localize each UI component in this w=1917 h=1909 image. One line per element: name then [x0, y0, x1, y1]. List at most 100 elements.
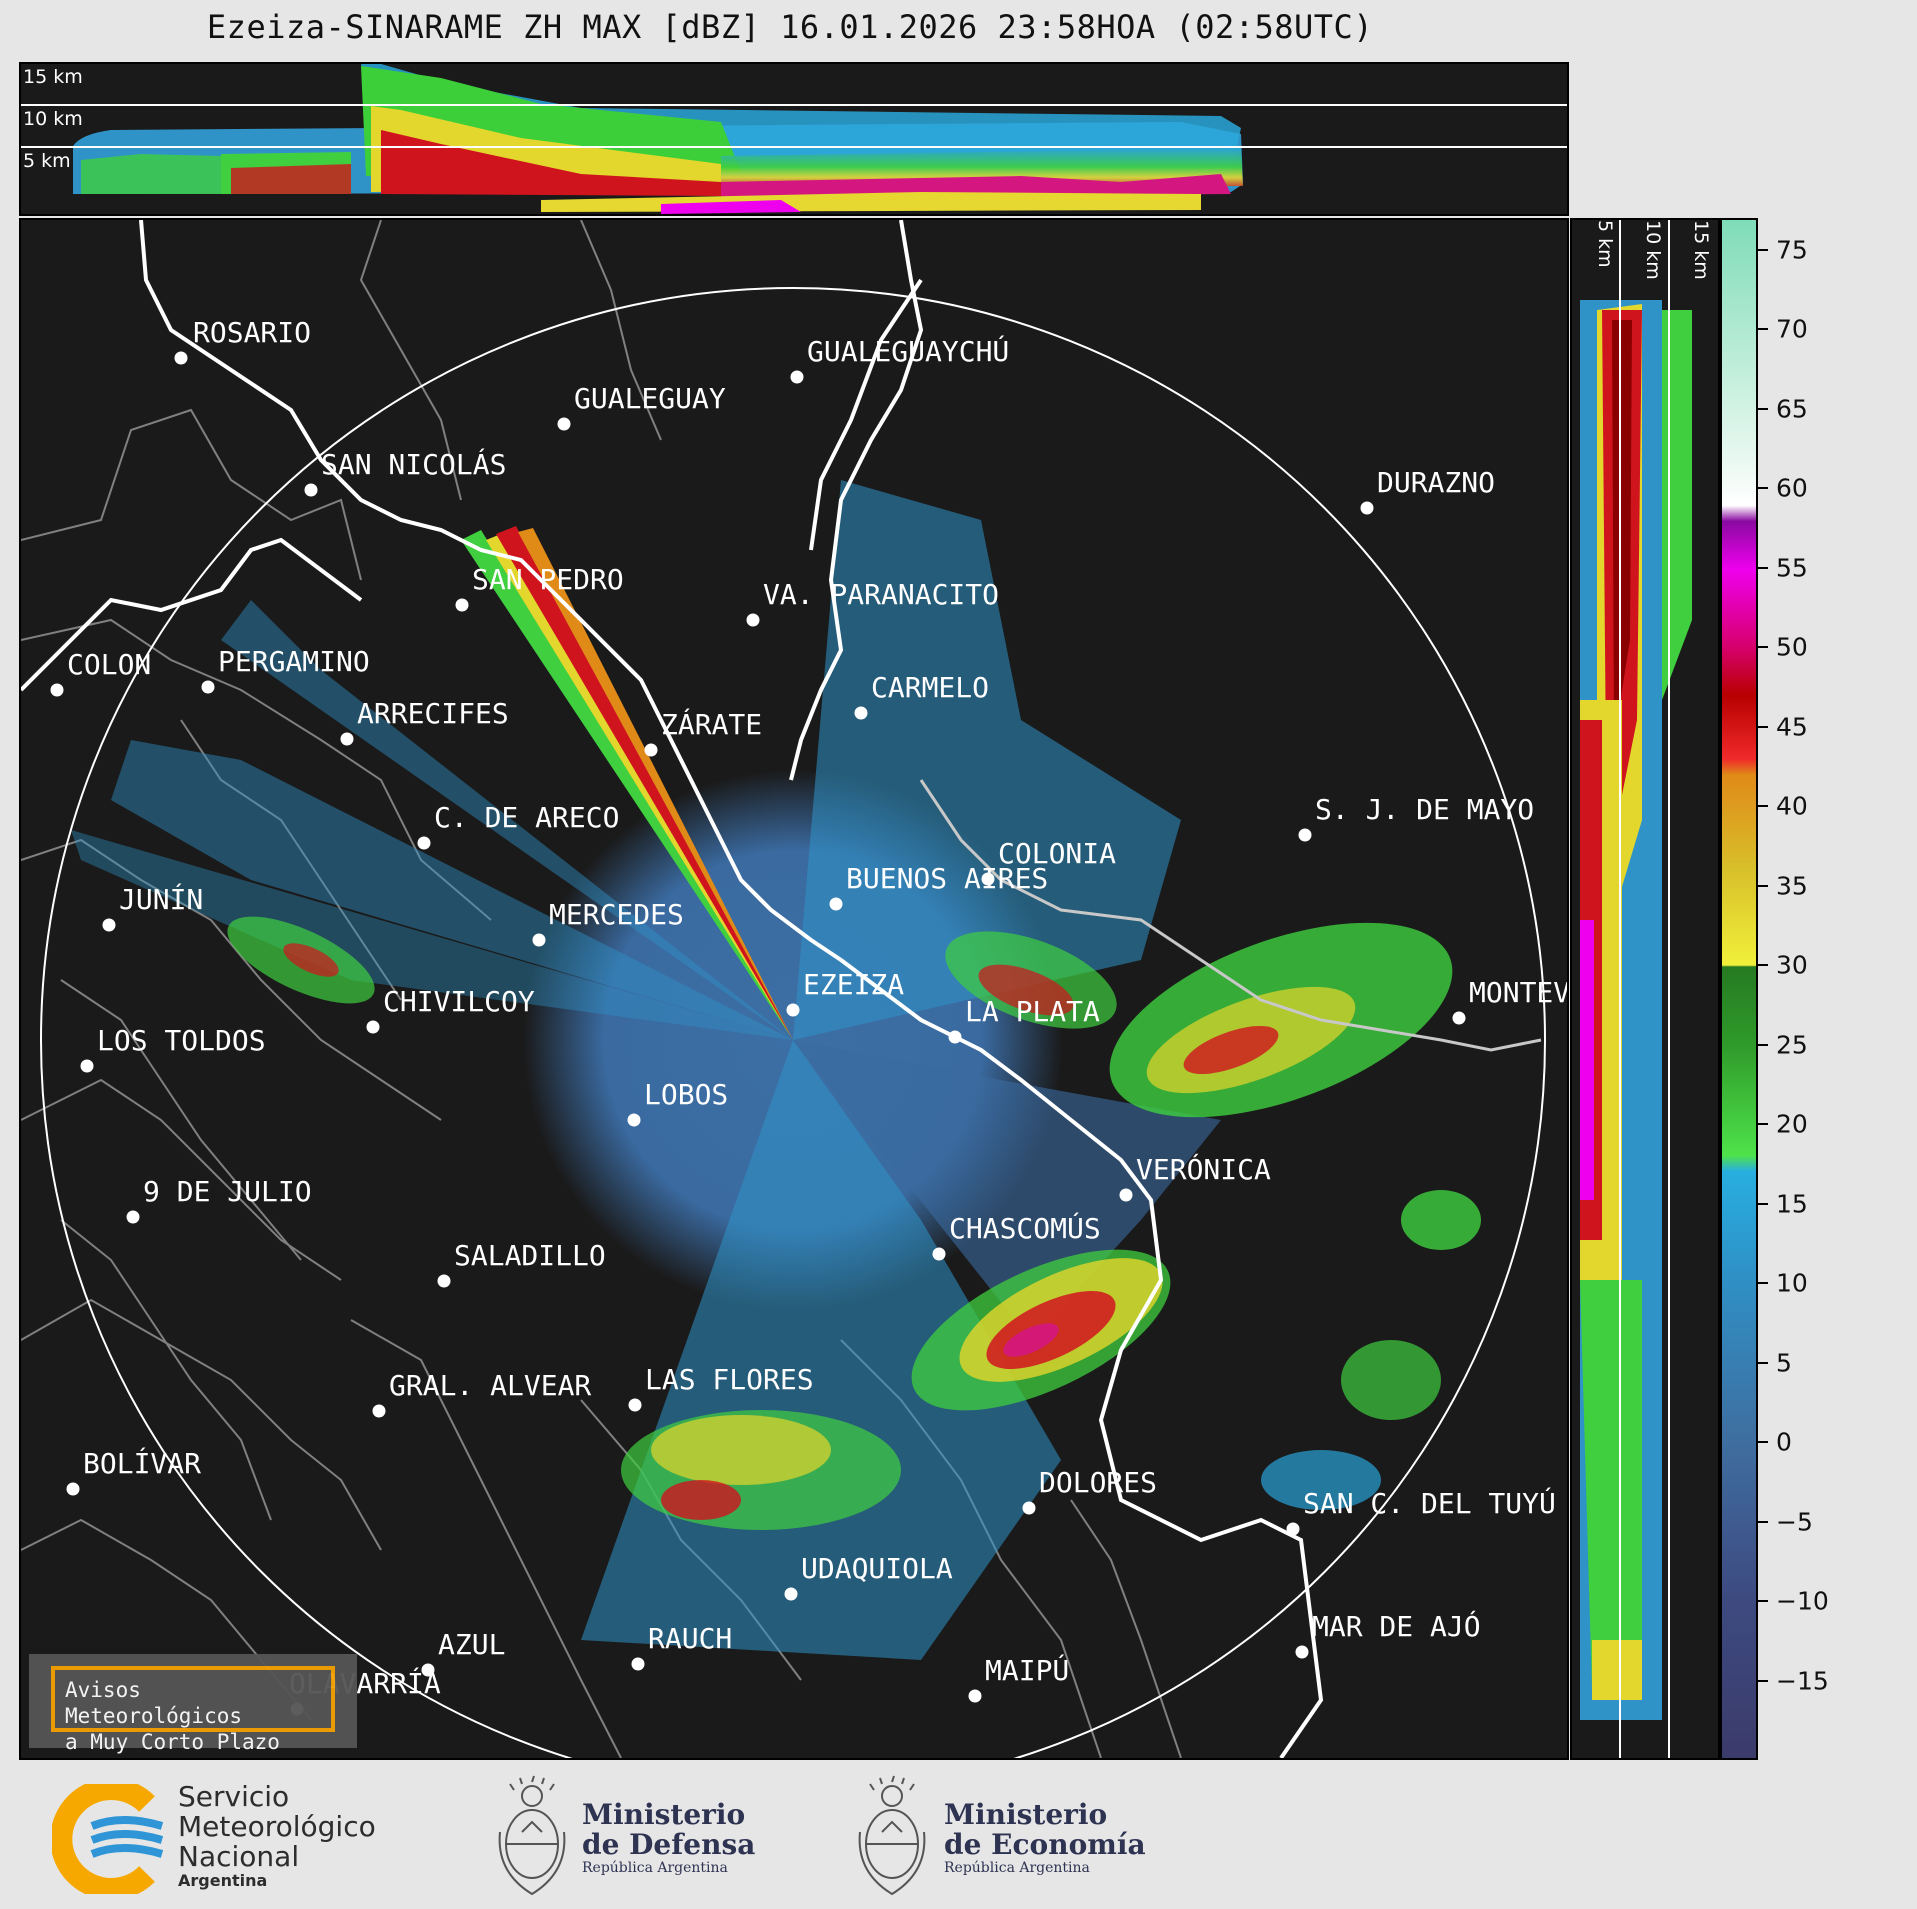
colorbar-tick-label: 35 — [1776, 871, 1808, 901]
colorbar-tick-label: −5 — [1776, 1507, 1813, 1537]
city-marker-c-de-areco — [417, 836, 431, 850]
city-marker-colon — [50, 683, 64, 697]
colorbar-tick-label: 20 — [1776, 1109, 1808, 1139]
colorbar-tick — [1758, 646, 1768, 649]
colorbar-tick — [1758, 805, 1768, 808]
city-marker-udaquiola — [784, 1587, 798, 1601]
colorbar-tick — [1758, 248, 1768, 251]
city-marker-rosario — [174, 351, 188, 365]
altitude-line-10km-vertical — [1668, 220, 1670, 1758]
altitude-line-5km-vertical — [1619, 220, 1621, 1758]
city-marker-azul — [421, 1663, 435, 1677]
city-marker-mercedes — [532, 933, 546, 947]
city-marker-san-c-del-tuyu — [1286, 1522, 1300, 1536]
colorbar-tick — [1758, 1441, 1768, 1444]
city-label-zarate: ZÁRATE — [661, 708, 763, 741]
colorbar-tick-label: −10 — [1776, 1586, 1829, 1616]
colorbar-tick — [1758, 1679, 1768, 1682]
city-marker-bolivar — [66, 1482, 80, 1496]
city-label-lobos: LOBOS — [644, 1078, 729, 1111]
altitude-label-10km: 10 km — [23, 108, 83, 130]
defensa-logo-text: Ministerio de Defensa República Argentin… — [582, 1798, 756, 1877]
colorbar-tick — [1758, 1202, 1768, 1205]
city-marker-sj-de-mayo — [1298, 828, 1312, 842]
city-marker-zarate — [644, 743, 658, 757]
colorbar-tick-label: 65 — [1776, 394, 1808, 424]
city-label-colon: COLON — [67, 648, 152, 681]
city-marker-gualeguay — [557, 417, 571, 431]
city-label-gualeguay: GUALEGUAY — [574, 382, 726, 415]
smn-logo-text: Servicio Meteorológico Nacional Argentin… — [178, 1780, 376, 1890]
city-label-udaquiola: UDAQUIOLA — [801, 1552, 953, 1585]
city-label-pergamino: PERGAMINO — [218, 645, 370, 678]
city-label-rosario: ROSARIO — [193, 316, 312, 349]
warning-notice-box[interactable]: Avisos Meteorológicos a Muy Corto Plazo — [51, 1666, 335, 1754]
city-marker-saladillo — [437, 1274, 451, 1288]
city-label-veronica: VERÓNICA — [1136, 1153, 1271, 1186]
colorbar-tick — [1758, 1123, 1768, 1126]
city-marker-chascomus — [932, 1247, 946, 1261]
city-marker-rauch — [631, 1657, 645, 1671]
colorbar-tick — [1758, 884, 1768, 887]
colorbar-tick — [1758, 566, 1768, 569]
colorbar-tick-label: 55 — [1776, 553, 1808, 583]
city-label-buenos-aires: BUENOS AIRES — [846, 862, 1049, 895]
side-altitude-label-5km: 5 km — [1594, 220, 1616, 268]
colorbar-tick-label: 25 — [1776, 1030, 1808, 1060]
city-label-9-de-julio: 9 DE JULIO — [143, 1175, 312, 1208]
city-marker-gualeguaychu — [790, 370, 804, 384]
city-label-colonia: COLONIA — [998, 837, 1117, 870]
city-marker-buenos-aires — [829, 897, 843, 911]
colorbar-tick-label: 30 — [1776, 950, 1808, 980]
city-label-gualeguaychu: GUALEGUAYCHÚ — [807, 335, 1010, 368]
city-marker-junin — [102, 918, 116, 932]
city-marker-ezeiza — [786, 1003, 800, 1017]
radar-map-panel: ROSARIO GUALEGUAYCHÚ GUALEGUAY SAN NICOLÁS D… — [19, 218, 1569, 1760]
city-label-durazno: DURAZNO — [1377, 466, 1496, 499]
side-cross-section-panel: 5 km 10 km 15 km — [1570, 218, 1720, 1760]
uruguay-coast — [919, 779, 1542, 1052]
side-altitude-label-10km: 10 km — [1642, 220, 1664, 280]
city-label-los-toldos: LOS TOLDOS — [97, 1024, 266, 1057]
city-label-bolivar: BOLÍVAR — [83, 1447, 202, 1480]
altitude-label-5km: 5 km — [23, 150, 71, 172]
city-label-san-nicolas: SAN NICOLÁS — [321, 448, 507, 481]
city-marker-san-nicolas — [304, 483, 318, 497]
city-marker-los-toldos — [80, 1059, 94, 1073]
city-marker-chivilcoy — [366, 1020, 380, 1034]
city-label-gral-alvear: GRAL. ALVEAR — [389, 1369, 592, 1402]
radar-map-canvas — [21, 220, 1546, 1758]
altitude-label-15km: 15 km — [23, 66, 83, 88]
city-label-dolores: DOLORES — [1039, 1466, 1158, 1499]
top-cross-section-panel: 15 km 10 km 5 km — [19, 62, 1569, 216]
colorbar-tick-label: 15 — [1776, 1189, 1808, 1219]
city-marker-san-pedro — [455, 598, 469, 612]
colorbar-tick-label: 40 — [1776, 791, 1808, 821]
warning-notice[interactable]: Avisos Meteorológicos a Muy Corto Plazo — [29, 1654, 357, 1754]
city-marker-las-flores — [628, 1398, 642, 1412]
city-marker-la-plata — [948, 1030, 962, 1044]
colorbar-tick — [1758, 1520, 1768, 1523]
side-altitude-label-15km: 15 km — [1690, 220, 1712, 280]
city-marker-lobos — [627, 1113, 641, 1127]
colorbar-tick-label: −15 — [1776, 1666, 1829, 1695]
footer-logos: Servicio Meteorológico Nacional Argentin… — [0, 1760, 1917, 1909]
city-label-c-de-areco: C. DE ARECO — [434, 801, 620, 834]
colorbar-tick-label: 5 — [1776, 1348, 1792, 1378]
city-label-ezeiza: EZEIZA — [803, 968, 905, 1001]
colorbar-tick — [1758, 1361, 1768, 1364]
city-label-mercedes: MERCEDES — [549, 898, 684, 931]
altitude-line-10km — [21, 104, 1567, 106]
colorbar-tick — [1758, 964, 1768, 967]
altitude-line-5km — [21, 146, 1567, 148]
city-label-carmelo: CARMELO — [871, 671, 990, 704]
city-label-azul: AZUL — [438, 1628, 506, 1661]
city-marker-colonia — [981, 872, 995, 886]
colorbar-tick-label: 50 — [1776, 632, 1808, 662]
side-cross-section-echoes — [1580, 300, 1692, 1720]
city-label-mar-de-ajo: MAR DE AJÓ — [1312, 1610, 1481, 1643]
city-marker-pergamino — [201, 680, 215, 694]
colorbar-tick — [1758, 1600, 1768, 1603]
economia-logo-text: Ministerio de Economía República Argenti… — [944, 1798, 1146, 1877]
city-marker-durazno — [1360, 501, 1374, 515]
